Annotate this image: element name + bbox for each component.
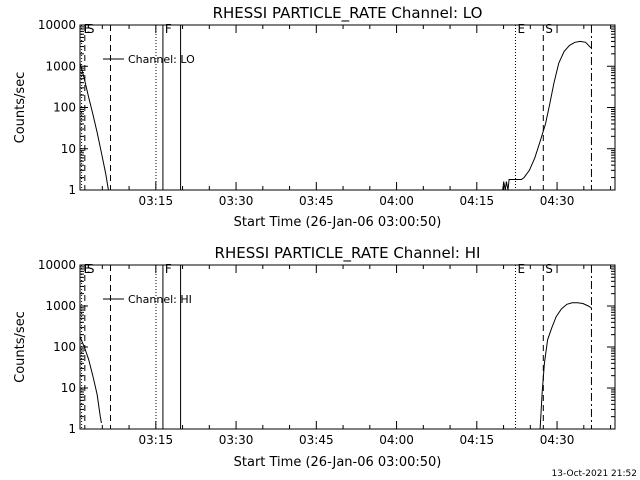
x-tick-label: 03:15	[139, 433, 174, 447]
x-tick-label: 04:00	[379, 194, 414, 208]
legend-label: Channel: LO	[128, 53, 195, 66]
event-marker-label: S	[545, 262, 553, 276]
event-marker-label: S	[87, 262, 95, 276]
series-line-segment	[539, 302, 592, 430]
event-marker-label: E	[517, 262, 525, 276]
event-marker-label: S	[87, 22, 95, 36]
timestamp: 13-Oct-2021 21:52	[552, 469, 637, 479]
chart-panel-0: RHESSI PARTICLE_RATE Channel: LO 1 10 100 10…	[13, 4, 616, 230]
plot-frame	[79, 24, 616, 191]
series-line-segment	[79, 62, 109, 191]
y-tick-label: 10000	[38, 18, 76, 32]
plot-frame	[79, 264, 616, 430]
x-tick-label: 04:15	[460, 194, 495, 208]
y-axis-label: Counts/sec	[13, 311, 28, 383]
chart-panel-1: RHESSI PARTICLE_RATE Channel: HI 1 10 100 10…	[13, 244, 616, 470]
y-tick-label: 100	[53, 101, 76, 115]
x-tick-label: 03:30	[219, 194, 254, 208]
y-tick-label: 1000	[45, 59, 76, 73]
chart-title: RHESSI PARTICLE_RATE Channel: LO	[213, 4, 483, 23]
y-axis-label: Counts/sec	[13, 72, 28, 144]
y-tick-label: 10	[61, 381, 76, 395]
x-tick-label: 03:45	[299, 433, 334, 447]
y-tick-label: 10000	[38, 258, 76, 272]
series-line-segment	[502, 40, 592, 191]
x-tick-label: 03:30	[219, 433, 254, 447]
y-tick-label: 1	[68, 183, 76, 197]
y-tick-label: 1000	[45, 299, 76, 313]
y-tick-label: 1	[68, 422, 76, 436]
event-marker-label: E	[84, 22, 92, 36]
x-tick-label: 04:00	[379, 433, 414, 447]
y-tick-label: 10	[61, 142, 76, 156]
x-tick-label: 03:45	[299, 194, 334, 208]
chart-title: RHESSI PARTICLE_RATE Channel: HI	[215, 244, 481, 263]
event-marker-label: E	[517, 22, 525, 36]
y-tick-label: 100	[53, 340, 76, 354]
x-tick-label: 04:15	[460, 433, 495, 447]
x-tick-label: 04:30	[540, 194, 575, 208]
event-marker-label: S	[545, 22, 553, 36]
series-line-segment	[79, 336, 102, 424]
x-tick-label: 03:15	[139, 194, 174, 208]
legend-label: Channel: HI	[128, 293, 192, 306]
event-marker-label: E	[84, 262, 92, 276]
event-marker-label: F	[165, 22, 172, 36]
x-axis-label: Start Time (26-Jan-06 03:00:50)	[234, 215, 442, 230]
event-marker-label: F	[165, 262, 172, 276]
x-tick-label: 04:30	[540, 433, 575, 447]
x-axis-label: Start Time (26-Jan-06 03:00:50)	[234, 455, 442, 470]
